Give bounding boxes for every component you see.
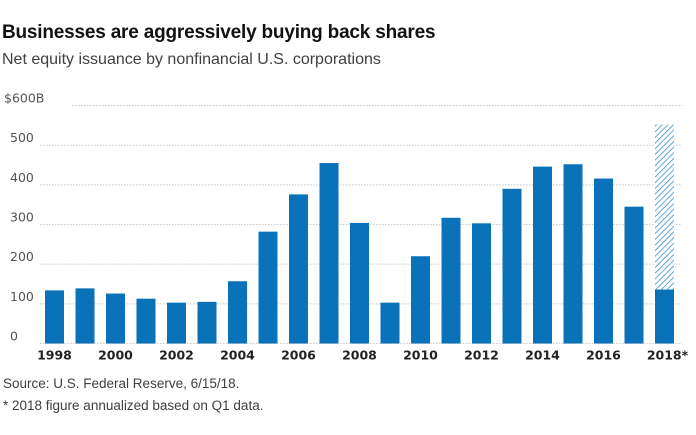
bar-2004 — [228, 281, 247, 344]
y-tick-label: 500 — [10, 130, 34, 145]
y-tick-label: 400 — [10, 170, 34, 185]
bar-2006 — [289, 194, 308, 344]
x-tick-label: 2000 — [98, 348, 133, 363]
x-tick-label: 2012 — [464, 348, 499, 363]
x-tick-label: 2004 — [220, 348, 255, 363]
bar-2015 — [563, 164, 583, 344]
bar-2005 — [258, 231, 278, 344]
bar-2003 — [197, 301, 217, 344]
y-tick-label: 200 — [10, 249, 34, 264]
bar-hatched-2018* — [655, 124, 674, 344]
bar-2010 — [411, 256, 430, 344]
x-tick-label: 2014 — [525, 348, 560, 363]
bar-1999 — [75, 288, 95, 344]
x-tick-label: 1998 — [37, 348, 72, 363]
bar-2009 — [380, 302, 400, 344]
y-tick-label: $600B — [4, 91, 44, 106]
source-note: Source: U.S. Federal Reserve, 6/15/18. — [3, 376, 240, 391]
y-tick-label: 0 — [10, 329, 18, 344]
bar-2002 — [167, 302, 186, 344]
x-tick-label: 2010 — [403, 348, 438, 363]
x-tick-label: 2002 — [159, 348, 194, 363]
bar-2011 — [441, 217, 461, 344]
bar-2016 — [594, 178, 613, 344]
bar-2000 — [106, 293, 125, 344]
bar-2001 — [136, 298, 156, 344]
bar-2008 — [350, 222, 369, 344]
bar-2012 — [472, 223, 491, 344]
y-tick-label: 100 — [10, 289, 34, 304]
bar-2007 — [319, 163, 339, 344]
bar-2017 — [624, 206, 644, 344]
chart-title: Businesses are aggressively buying back … — [2, 22, 436, 43]
bar-2014 — [533, 166, 552, 344]
bars — [45, 124, 674, 344]
y-axis-labels: 0 100 200 300 400 500 $600B — [4, 91, 44, 344]
bar-2018* — [655, 289, 674, 344]
bar-1998 — [45, 290, 64, 344]
bar-2013 — [502, 188, 522, 344]
y-tick-label: 300 — [10, 210, 34, 225]
chart-subtitle: Net equity issuance by nonfinancial U.S.… — [2, 51, 381, 68]
bar-chart: 0 100 200 300 400 500 $600B 1998 2000 2002 2004 20… — [4, 91, 689, 363]
x-tick-label: 2018* — [647, 348, 689, 363]
x-axis-labels: 1998 2000 2002 2004 2006 2008 2010 2012 2014 2016… — [37, 348, 689, 363]
x-tick-label: 2006 — [281, 348, 316, 363]
x-tick-label: 2008 — [342, 348, 377, 363]
footnote: * 2018 figure annualized based on Q1 dat… — [3, 398, 264, 413]
x-tick-label: 2016 — [586, 348, 621, 363]
